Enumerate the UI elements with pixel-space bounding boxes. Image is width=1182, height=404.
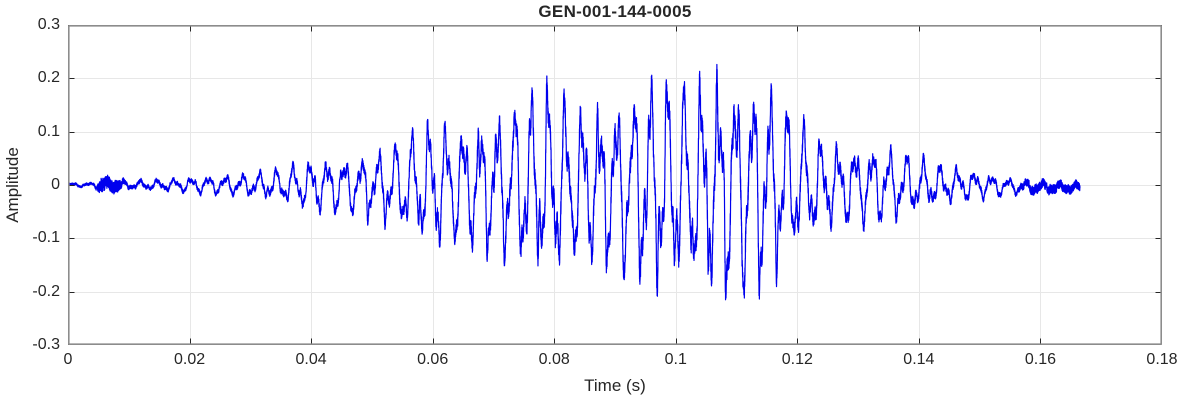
x-tick-label: 0 (63, 351, 73, 368)
x-tick-label: 0.06 (417, 351, 449, 368)
y-tick-label: -0.3 (32, 336, 60, 353)
y-tick-label: 0.3 (37, 16, 60, 33)
plot-title: GEN-001-144-0005 (538, 2, 692, 21)
x-tick-label: 0.1 (664, 351, 687, 368)
x-tick-label: 0.04 (295, 351, 327, 368)
y-tick-label: 0 (51, 176, 60, 193)
signal-plot-canvas (68, 25, 1162, 345)
x-tick-label: 0.18 (1146, 351, 1178, 368)
y-tick-label: 0.2 (37, 69, 60, 87)
y-tick-label: 0.1 (37, 122, 60, 140)
x-tick-label: 0.14 (903, 351, 935, 368)
y-tick-label: -0.2 (32, 282, 60, 300)
x-tick-label: 0.12 (781, 351, 813, 368)
y-tick-label: -0.1 (32, 229, 60, 247)
x-tick-label: 0.02 (173, 351, 206, 368)
x-tick-label: 0.08 (538, 351, 570, 368)
x-axis-label: Time (s) (584, 376, 646, 395)
x-tick-label: 0.16 (1024, 351, 1056, 368)
